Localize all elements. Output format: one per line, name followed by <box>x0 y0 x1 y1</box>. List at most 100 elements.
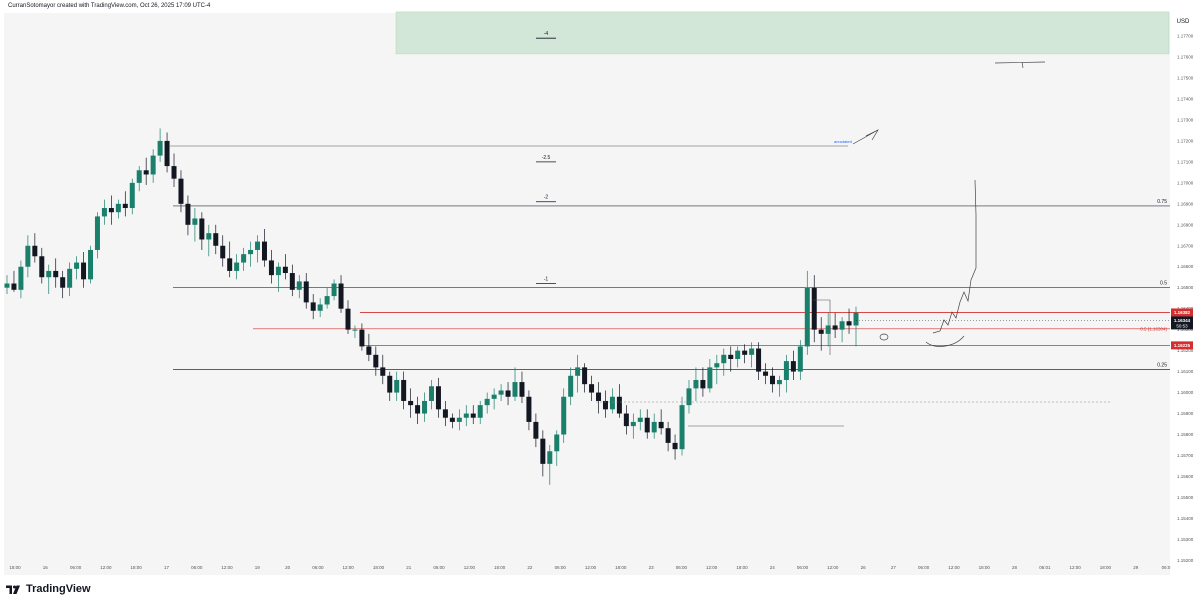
candle <box>241 247 247 271</box>
price-tick-label: 1.16700 <box>1177 243 1194 248</box>
hand-drawing-layer: annotated <box>170 61 1111 427</box>
candle-body <box>18 266 24 290</box>
price-axis[interactable]: 1.17700 1.17600 1.17500 1.17400 1.17300 1.172… <box>1177 34 1194 563</box>
candle <box>686 379 692 414</box>
candle <box>783 354 789 393</box>
price-tick-label: 1.17100 <box>1177 159 1194 164</box>
time-tick-label: 18:00 <box>494 565 506 570</box>
candle <box>227 241 233 278</box>
candle-body <box>199 218 205 240</box>
candle-body <box>470 413 476 418</box>
candle-body <box>832 325 838 330</box>
candle-body <box>192 218 198 225</box>
candle-body <box>526 396 532 422</box>
candle-body <box>415 405 421 414</box>
candle <box>331 279 337 301</box>
candle <box>644 409 650 439</box>
candle <box>324 287 330 309</box>
candle-body <box>74 262 80 269</box>
candle-body <box>88 249 94 280</box>
candle-body <box>512 382 518 397</box>
candle-body <box>310 302 316 311</box>
candle-body <box>435 386 441 410</box>
candle-body <box>157 140 163 156</box>
midline-label: 0.5 (1.16304) <box>1140 326 1167 331</box>
candle <box>637 409 643 431</box>
candle-body <box>213 233 219 246</box>
candle-body <box>533 421 539 439</box>
candle-body <box>846 321 852 326</box>
candle <box>554 430 560 466</box>
candle-body <box>234 262 240 271</box>
candle <box>345 300 351 334</box>
candle-body <box>763 371 769 376</box>
price-tick-label: 1.16200 <box>1177 348 1194 353</box>
time-tick-label: 18:00 <box>1100 565 1112 570</box>
candle-body <box>422 400 428 414</box>
candle <box>81 252 87 288</box>
time-tick-label: 29 <box>1133 565 1139 570</box>
candle <box>359 323 365 351</box>
candle <box>839 317 845 343</box>
candle <box>623 405 629 435</box>
candle-body <box>853 312 859 326</box>
candle <box>18 260 24 299</box>
price-tick-label: 1.17300 <box>1177 117 1194 122</box>
candle-body <box>721 354 727 364</box>
time-tick-label: 12:00 <box>706 565 718 570</box>
candle <box>665 421 671 452</box>
candle-body <box>630 421 636 427</box>
candle <box>380 354 386 385</box>
candle-body <box>839 321 845 330</box>
candle <box>589 375 595 401</box>
candle-body <box>359 329 365 347</box>
price-tick-label: 1.15300 <box>1177 537 1194 542</box>
candle-body <box>282 266 288 274</box>
candle-body <box>651 421 657 433</box>
candle <box>25 235 31 278</box>
time-tick-label: 12:00 <box>221 565 233 570</box>
candle-body <box>150 155 156 175</box>
candle <box>435 377 441 418</box>
candle <box>742 344 748 364</box>
candle-body <box>331 283 337 297</box>
candle-body <box>728 354 734 360</box>
candle-body <box>108 208 114 213</box>
candle-body <box>429 386 434 401</box>
time-tick-label: 23 <box>649 565 655 570</box>
candle-body <box>261 241 267 261</box>
candle-body <box>742 350 748 355</box>
candle-body <box>380 367 386 376</box>
candle <box>394 371 400 401</box>
candle <box>143 157 149 185</box>
candle-body <box>324 296 330 305</box>
candle-body <box>241 254 247 263</box>
candle <box>449 413 455 429</box>
red-price-tag <box>1171 308 1193 317</box>
candle-body <box>735 350 741 360</box>
time-tick-label: 22 <box>527 565 533 570</box>
candle <box>88 245 94 284</box>
price-tick-label: 1.15500 <box>1177 495 1194 500</box>
price-tick-label: 1.17500 <box>1177 76 1194 81</box>
candle-body <box>783 361 789 380</box>
candle-body <box>442 409 448 418</box>
time-axis[interactable]: 18:00 16 06:00 12:00 18:00 17 06:00 12:00 19 20 06… <box>9 565 1171 570</box>
chart-area[interactable] <box>4 13 1170 575</box>
candles-layer <box>4 128 859 485</box>
candle-body <box>317 304 323 311</box>
time-tick-label: 18:00 <box>9 565 21 570</box>
candle-body <box>345 308 351 330</box>
candle <box>491 388 497 410</box>
candle-body <box>818 329 824 334</box>
candle-body <box>547 451 553 464</box>
candle <box>101 199 107 225</box>
zone-marker-icon <box>994 61 1046 69</box>
candle-body <box>804 287 810 347</box>
candle <box>178 170 184 213</box>
candle-body <box>4 283 10 288</box>
target-zone <box>395 11 1170 55</box>
time-tick-label: 12:00 <box>343 565 355 570</box>
candle <box>46 264 52 294</box>
